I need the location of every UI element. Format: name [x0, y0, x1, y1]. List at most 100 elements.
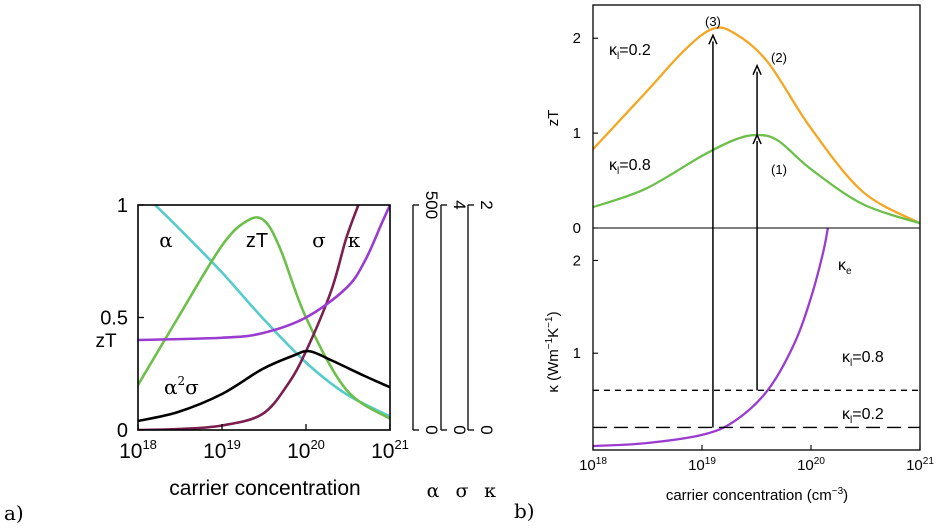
- panel-b-xlabel-sup: −3: [832, 486, 844, 497]
- extra-axis-3-top-label: 2: [477, 200, 496, 209]
- label-kl-0.8-bottom-sub: l: [850, 358, 852, 369]
- b-top-y-tick-label-0: 0: [573, 220, 581, 237]
- x-tick-label-2-base: 10: [287, 440, 310, 463]
- annotation-alpha2sigma-tail: σ: [185, 375, 199, 399]
- panel-a-xlabel: carrier concentration: [169, 477, 360, 500]
- series-e-line: [593, 228, 829, 448]
- panel-b-bottom-ylabel: κ (Wm−1K−1): [544, 311, 562, 392]
- panel-b-bottom-ylabel-sup1: −1: [544, 337, 555, 349]
- annotation-alpha2sigma-sup: 2: [178, 374, 186, 388]
- panel-b-xlabel: carrier concentration (cm−3): [666, 486, 848, 504]
- annotation-alpha2sigma: α2σ: [164, 374, 199, 399]
- annotation-kappa: κ: [348, 228, 361, 252]
- panel-b-bottom-ylabel-main: κ (Wm: [545, 349, 562, 392]
- b-x-tick-label-2: 1020: [797, 456, 825, 474]
- x-tick-label-0: 1018: [119, 437, 157, 463]
- x-tick-label-0-base: 10: [119, 440, 142, 463]
- series-l-0-2-line: [593, 26, 920, 225]
- series-series-line: [153, 205, 390, 418]
- extra-axis-2-bottom-label: 0: [450, 425, 469, 434]
- panel-b-label: b): [514, 499, 535, 523]
- panel-a-series: [138, 205, 390, 430]
- x-tick-label-2: 1020: [287, 437, 325, 463]
- b-x-tick-label-2-base: 10: [797, 457, 814, 474]
- series-zt-line: [138, 216, 390, 421]
- b-bottom-y-tick-label-0: 1: [573, 345, 581, 362]
- label-kl-0.2-top-main: κ: [609, 42, 618, 59]
- annotation-zt: zT: [246, 230, 268, 252]
- panel-a: a) zT carrier concentration 1018 1019 1020…: [4, 191, 496, 525]
- y-tick-label-2: 1: [117, 195, 128, 217]
- label-kl-0.2-bottom-main: κ: [842, 406, 851, 423]
- label-kl-0.8-bottom: κl=0.8: [842, 349, 884, 369]
- panel-b-bottom-series: [593, 228, 920, 448]
- panel-b-xlabel-main: carrier concentration (cm: [666, 487, 832, 504]
- y-tick-label-1: 0.5: [100, 308, 128, 330]
- b-top-y-tick-label-2: 2: [573, 30, 581, 47]
- b-x-tick-label-0-exp: 18: [596, 456, 608, 467]
- x-tick-label-1-base: 10: [203, 440, 226, 463]
- panel-a-ylabel: zT: [95, 331, 117, 352]
- extra-axis-label-kappa: κ: [484, 480, 496, 502]
- b-x-tick-label-1: 1019: [688, 456, 716, 474]
- x-tick-label-0-exp: 18: [142, 437, 156, 452]
- arrow-2-head: [752, 63, 762, 76]
- extra-axis-1-bottom-label: 0: [422, 425, 441, 434]
- series-series-line: [138, 205, 390, 342]
- extra-axis-2-top-label: 4: [450, 200, 469, 209]
- panel-a-label: a): [4, 501, 24, 525]
- x-tick-label-1-exp: 19: [226, 437, 240, 452]
- b-x-tick-label-0: 1018: [579, 456, 607, 474]
- arrow-label-0: (3): [705, 14, 721, 29]
- annotation-sigma: σ: [312, 228, 326, 252]
- panel-b-top-ylabel: zT: [545, 110, 562, 127]
- label-ke: κe: [838, 257, 852, 277]
- panel-b-bottom-ylabel-sup2: −1: [544, 316, 555, 328]
- label-kl-0.8-bottom-rest: =0.8: [852, 349, 884, 366]
- b-x-tick-label-1-base: 10: [688, 457, 705, 474]
- b-bottom-y-tick-label-1: 2: [573, 252, 581, 269]
- label-kl-0.2-top: κl=0.2: [609, 42, 651, 62]
- label-kl-0.8-bottom-main: κ: [842, 349, 851, 366]
- annotation-alpha: α: [159, 228, 173, 252]
- x-tick-label-3: 1021: [371, 437, 409, 463]
- extra-axis-3-bottom-label: 0: [477, 425, 496, 434]
- b-x-tick-label-0-base: 10: [579, 457, 596, 474]
- extra-axis-1-top-label: 500: [422, 191, 441, 219]
- label-ke-sub: e: [846, 266, 852, 277]
- label-kl-0.2-bottom: κl=0.2: [842, 406, 884, 426]
- panel-b-bottom-ylabel-tail: ): [545, 311, 562, 316]
- arrow-label-2: (1): [771, 162, 787, 177]
- label-kl-0.8-top-sub: l: [617, 166, 619, 177]
- annotation-alpha2sigma-base: α: [164, 375, 178, 399]
- extra-axis-label-sigma: σ: [456, 480, 469, 502]
- x-tick-label-3-exp: 21: [394, 437, 408, 452]
- b-x-tick-label-3-base: 10: [906, 457, 923, 474]
- label-kl-0.8-top: κl=0.8: [609, 157, 651, 177]
- panel-b-bottom-ylabel-mid: K: [545, 328, 562, 338]
- label-kl-0.2-top-sub: l: [617, 51, 619, 62]
- b-x-tick-label-3: 1021: [906, 456, 934, 474]
- panel-b-arrows: (3) (2) (1): [705, 14, 787, 428]
- x-tick-label-1: 1019: [203, 437, 241, 463]
- label-kl-0.2-bottom-rest: =0.2: [852, 406, 884, 423]
- label-kl-0.2-top-rest: =0.2: [619, 42, 651, 59]
- label-kl-0.2-bottom-sub: l: [850, 415, 852, 426]
- extra-axis-label-alpha: α: [427, 480, 440, 502]
- arrow-3-head: [708, 33, 718, 45]
- label-kl-0.8-top-main: κ: [609, 157, 618, 174]
- y-tick-label-0: 0: [117, 420, 128, 442]
- b-x-tick-label-3-exp: 21: [923, 456, 935, 467]
- panel-a-extra-axes: 500 0 4 0 2 0 α σ κ: [412, 191, 496, 502]
- arrow-label-1: (2): [771, 50, 787, 65]
- panel-b-xlabel-tail: ): [843, 487, 848, 504]
- series-series-line: [138, 205, 360, 430]
- label-kl-0.8-top-rest: =0.8: [619, 157, 651, 174]
- b-x-tick-label-1-exp: 19: [705, 456, 717, 467]
- series-series-line: [138, 349, 390, 423]
- label-ke-main: κ: [838, 257, 847, 274]
